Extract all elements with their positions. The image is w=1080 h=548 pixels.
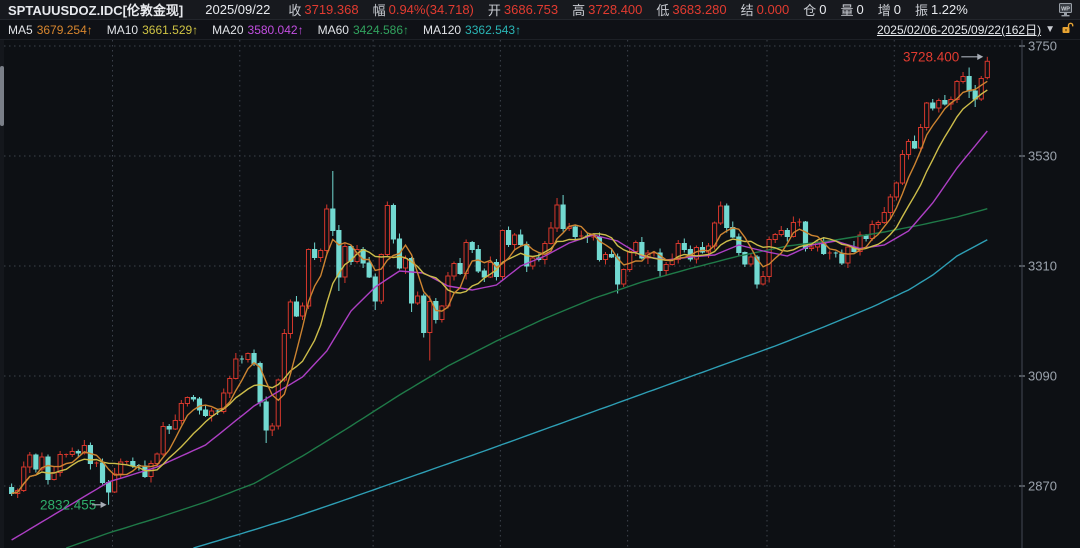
- date-range-label[interactable]: 2025/02/06-2025/09/22(162日): [876, 23, 1042, 37]
- quote-header: SPTAUUSDOZ.IDC[伦敦金现] 2025/09/22 收 3719.36…: [0, 0, 1080, 20]
- quote-field: 低 3683.280: [656, 0, 726, 19]
- field-value: 3728.400: [588, 2, 643, 17]
- ma-value: 3424.586↑: [352, 22, 410, 37]
- ma-value: 3580.042↑: [247, 22, 304, 37]
- field-value: 3686.753: [503, 2, 559, 17]
- ma-legend-bar: MA5 3679.254↑ MA10 3661.529↑ MA20 3580.042↑ MA…: [0, 20, 1080, 40]
- left-scrollbar-track[interactable]: [0, 40, 4, 548]
- ma-value: 3679.254↑: [36, 22, 93, 37]
- ma-legend-item: MA5 3679.254↑: [8, 23, 93, 37]
- field-label: 高: [572, 3, 586, 18]
- date-range-control[interactable]: 2025/02/06-2025/09/22(162日) ▼: [877, 21, 1074, 38]
- left-scrollbar-thumb[interactable]: [0, 66, 4, 126]
- ma-label: MA60: [317, 22, 349, 37]
- ma-label: MA10: [106, 22, 139, 37]
- unlock-icon[interactable]: [1061, 22, 1074, 38]
- ma-value: 3661.529↑: [142, 22, 199, 37]
- field-value: 0: [819, 2, 827, 17]
- field-value: 1.22%: [930, 2, 968, 17]
- quote-field: 振 1.22%: [915, 0, 968, 19]
- field-label: 量: [840, 3, 854, 18]
- field-label: 开: [487, 3, 501, 18]
- ma-legend-item: MA120 3362.543↑: [423, 23, 521, 37]
- ma-label: MA120: [423, 22, 462, 37]
- high-price-annotation: 3728.400: [903, 49, 959, 64]
- ma-legend-item: MA10 3661.529↑: [107, 23, 198, 37]
- field-value: 0.94%(34.718): [388, 2, 474, 17]
- quote-date: 2025/09/22: [205, 2, 271, 17]
- field-value: 0.000: [756, 2, 790, 17]
- field-value: 3683.280: [672, 2, 727, 17]
- wp-monitor-icon[interactable]: WP: [1056, 2, 1074, 18]
- field-value: 0: [856, 2, 864, 17]
- ma-legend-item: MA20 3580.042↑: [212, 23, 303, 37]
- quote-field: 结 0.000: [741, 0, 790, 19]
- field-label: 收: [288, 3, 302, 18]
- field-label: 低: [656, 3, 670, 18]
- svg-text:WP: WP: [1061, 6, 1070, 12]
- field-label: 幅: [372, 3, 386, 18]
- ma-legend-items: MA5 3679.254↑ MA10 3661.529↑ MA20 3580.042↑ MA…: [8, 23, 535, 37]
- ma-label: MA5: [8, 22, 33, 37]
- candlestick-chart-canvas[interactable]: 3750 3530 3310 3090 2870 3728.400 2832.455: [0, 40, 1080, 548]
- quote-field: 收 3719.368: [288, 0, 358, 19]
- ma-legend-item: MA60 3424.586↑: [318, 23, 409, 37]
- symbol-title: SPTAUUSDOZ.IDC[伦敦金现]: [8, 3, 184, 18]
- chevron-down-icon[interactable]: ▼: [1045, 24, 1055, 35]
- quote-field: 幅 0.94%(34.718): [373, 0, 474, 19]
- field-label: 结: [740, 3, 754, 18]
- quote-field: 高 3728.400: [572, 0, 642, 19]
- quote-fields: 收 3719.368 幅 0.94%(34.718) 开 3686.753 高 3728.40…: [288, 0, 982, 19]
- field-value: 3719.368: [304, 2, 359, 17]
- y-axis-label: 3530: [1028, 149, 1057, 164]
- y-axis-label: 3310: [1028, 259, 1057, 274]
- low-price-annotation: 2832.455: [40, 497, 96, 512]
- field-label: 振: [914, 3, 928, 18]
- quote-field: 开 3686.753: [488, 0, 558, 19]
- field-label: 仓: [803, 3, 817, 18]
- y-axis-label: 3090: [1028, 369, 1057, 384]
- y-axis-label: 3750: [1028, 40, 1057, 54]
- ma-label: MA20: [212, 22, 244, 37]
- y-axis-label: 2870: [1028, 479, 1057, 494]
- field-label: 增: [877, 3, 891, 18]
- ma-value: 3362.543↑: [465, 22, 522, 37]
- field-value: 0: [893, 2, 901, 17]
